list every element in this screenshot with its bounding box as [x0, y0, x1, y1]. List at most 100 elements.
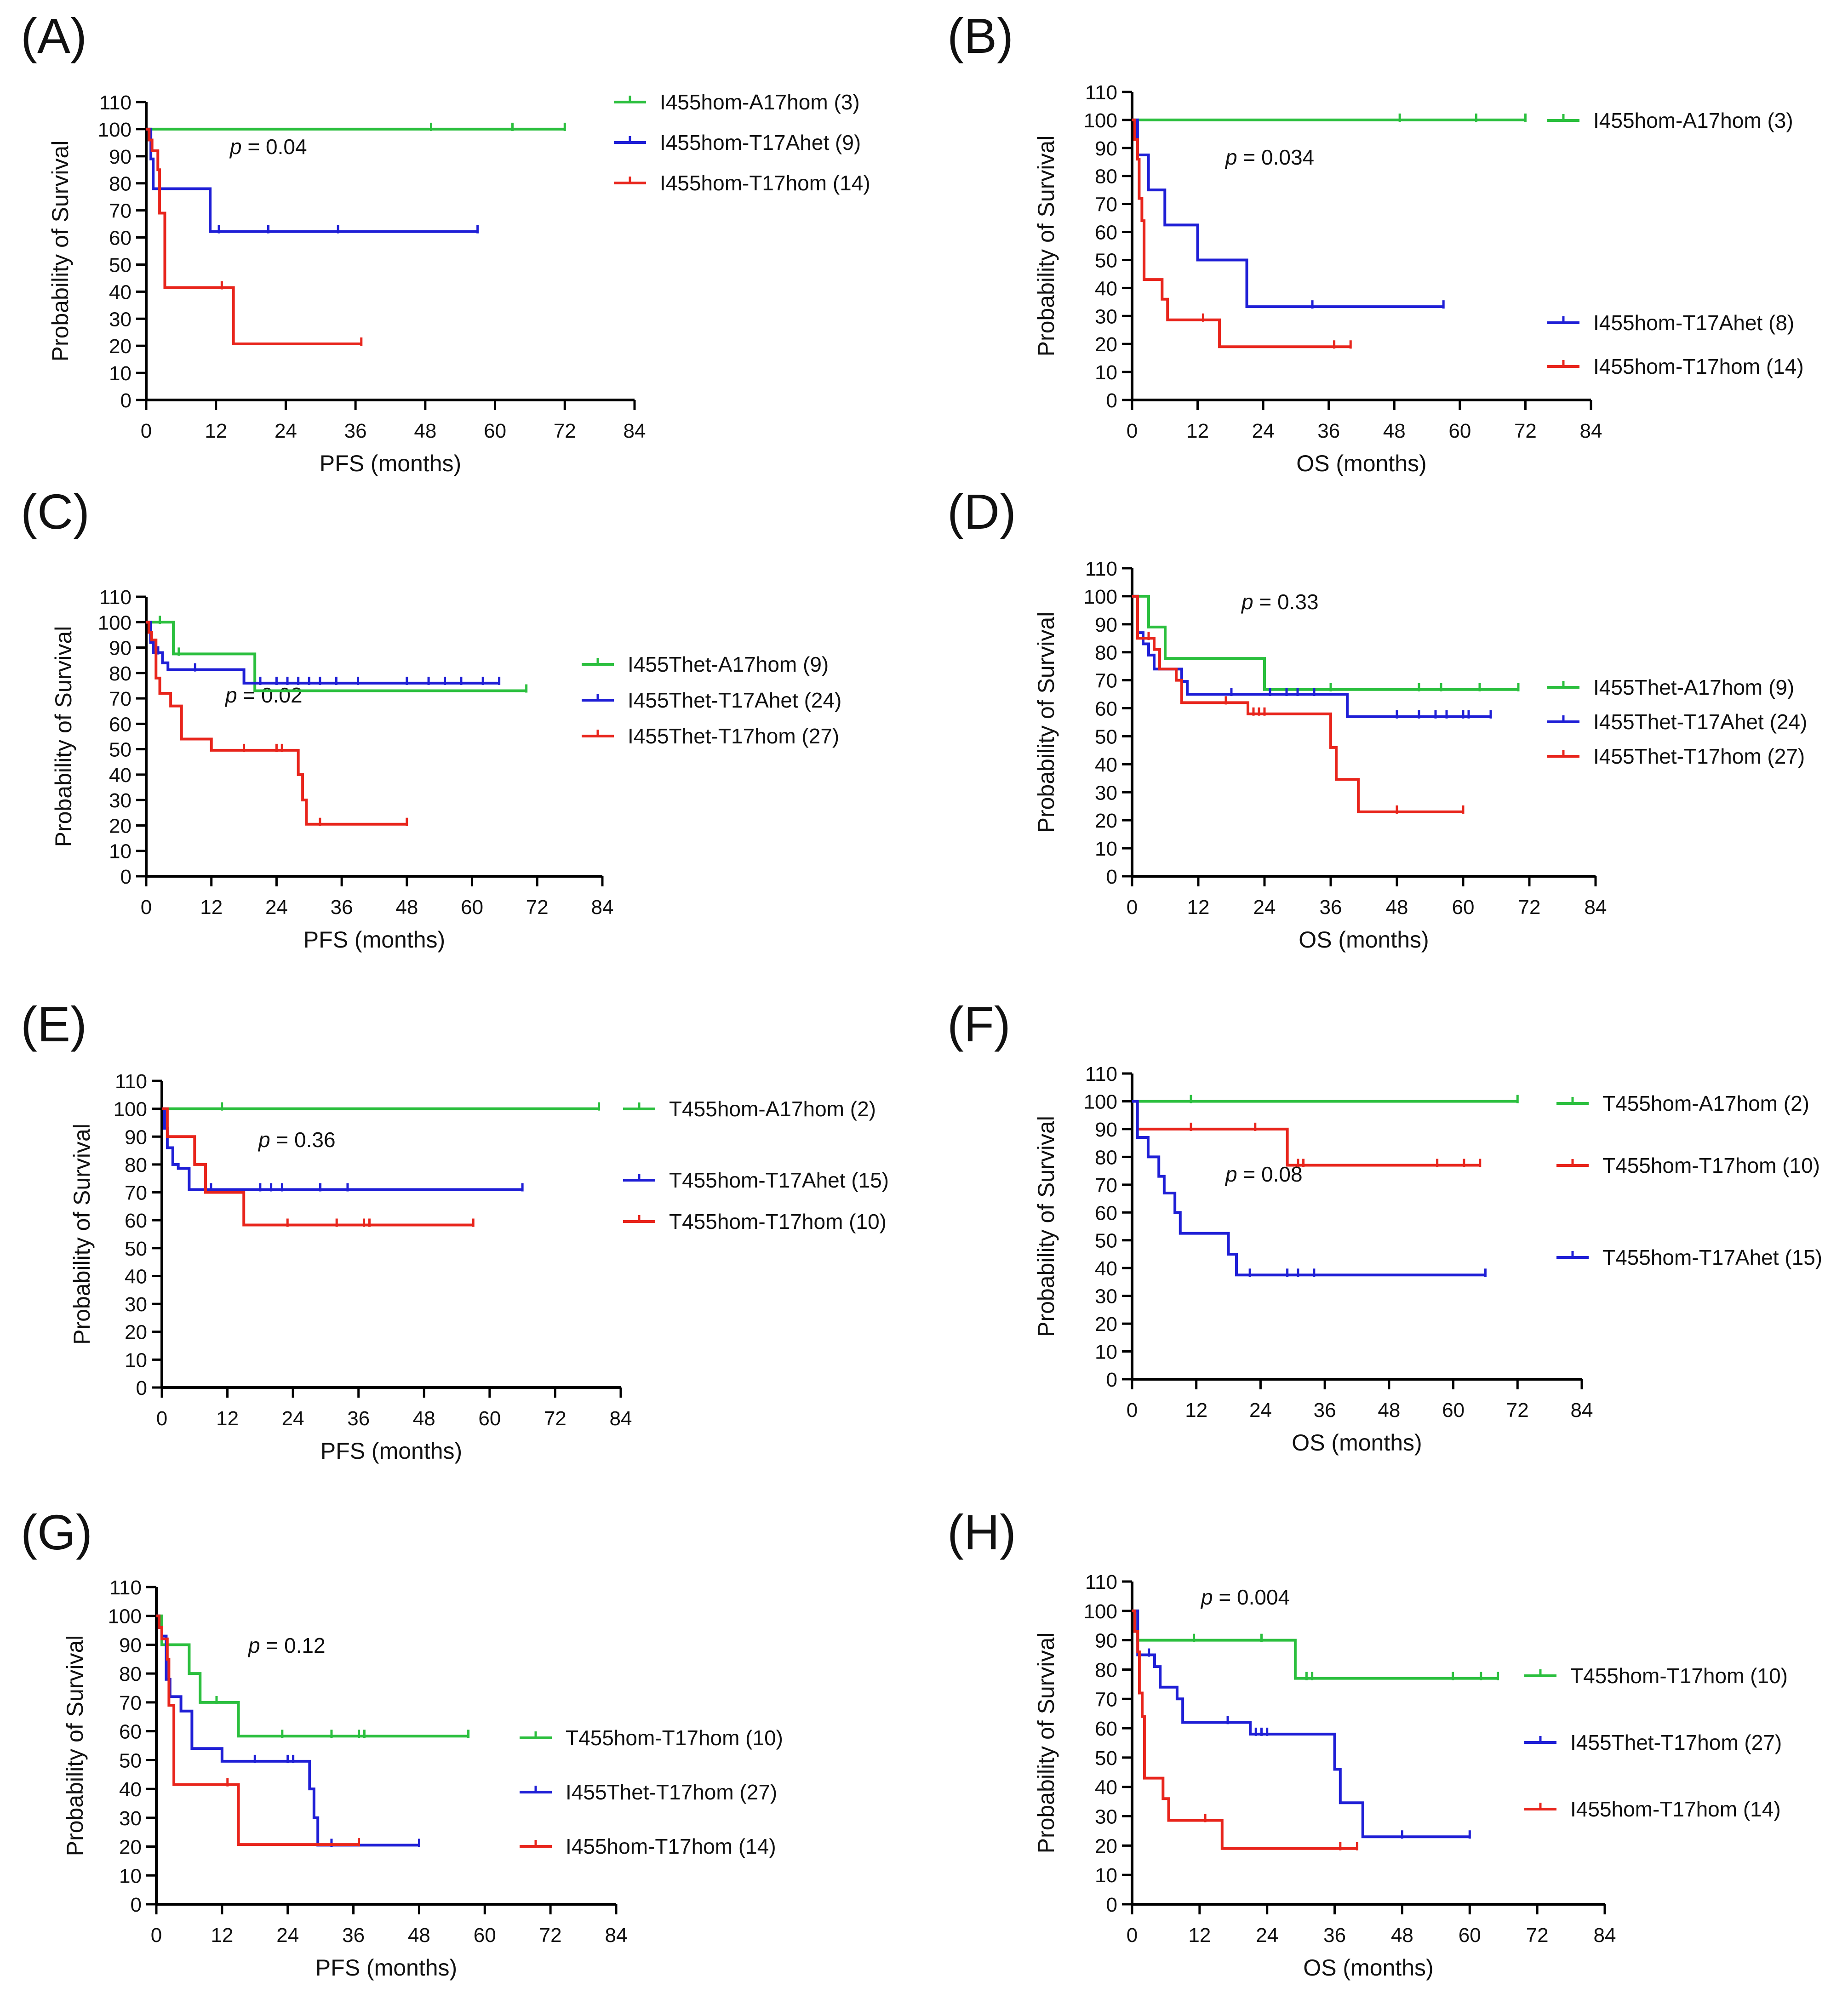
x-axis-label: OS (months) [1303, 1955, 1433, 1981]
y-tick-label: 70 [1095, 1174, 1117, 1197]
survival-curve [1132, 1609, 1357, 1850]
y-tick-label: 60 [109, 713, 132, 736]
y-tick-label: 50 [109, 739, 132, 761]
y-axis-label: Probability of Survival [1033, 136, 1059, 357]
x-tick-label: 48 [1391, 1924, 1413, 1947]
x-tick-label: 24 [282, 1407, 304, 1430]
survival-curve [162, 1107, 523, 1191]
x-tick-label: 72 [544, 1407, 566, 1430]
survival-curve [1132, 594, 1491, 718]
legend-label: T455hom-T17Ahet (15) [669, 1168, 889, 1192]
y-tick-label: 80 [1095, 1146, 1117, 1169]
x-tick-label: 36 [1320, 896, 1342, 919]
x-tick-label: 60 [461, 896, 483, 919]
y-tick-label: 60 [109, 227, 132, 250]
y-tick-label: 10 [1095, 1341, 1117, 1364]
x-tick-label: 12 [205, 420, 227, 442]
y-tick-label: 0 [1106, 1894, 1117, 1916]
x-tick-label: 48 [395, 896, 418, 919]
x-tick-label: 24 [1253, 896, 1276, 919]
y-tick-label: 60 [1095, 222, 1117, 244]
legend-label: T455hom-T17Ahet (15) [1602, 1245, 1822, 1269]
legend-label: I455Thet-A17hom (9) [628, 652, 829, 676]
x-axis-label: OS (months) [1292, 1430, 1422, 1456]
y-tick-label: 70 [1095, 1688, 1117, 1711]
p-value-annotation: p = 0.02 [224, 683, 303, 707]
y-tick-label: 60 [125, 1210, 147, 1232]
y-axis-label: Probability of Survival [1033, 1116, 1059, 1337]
x-tick-label: 60 [1452, 896, 1475, 919]
x-tick-label: 72 [539, 1924, 562, 1947]
x-tick-label: 72 [1514, 420, 1537, 442]
x-tick-label: 24 [265, 896, 288, 919]
x-tick-label: 48 [1383, 420, 1406, 442]
x-tick-label: 72 [526, 896, 549, 919]
legend-label: I455hom-T17hom (14) [1570, 1797, 1781, 1821]
x-axis-label: PFS (months) [303, 927, 445, 953]
p-value: = 0.33 [1253, 590, 1319, 614]
panel-a: (A) 0 10 20 30 40 50 60 70 80 90 100 110 0 12 24 36 48 60 7… [21, 8, 870, 476]
x-tick-label: 36 [331, 896, 353, 919]
x-tick-label: 60 [1442, 1399, 1465, 1422]
x-axis-label: PFS (months) [315, 1955, 457, 1981]
y-tick-label: 80 [109, 173, 132, 195]
x-axis-label: OS (months) [1299, 927, 1429, 953]
x-tick-label: 84 [610, 1407, 632, 1430]
y-tick-label: 50 [1095, 725, 1117, 748]
y-tick-label: 70 [109, 200, 132, 223]
y-tick-label: 100 [1084, 586, 1117, 608]
y-tick-label: 20 [1095, 1835, 1117, 1857]
legend-label: I455Thet-T17hom (27) [566, 1780, 777, 1804]
legend-label: T455hom-A17hom (2) [1602, 1091, 1809, 1115]
x-tick-label: 24 [1252, 420, 1275, 442]
legend-label: I455Thet-A17hom (9) [1593, 675, 1794, 699]
x-tick-label: 84 [605, 1924, 628, 1947]
p-value-annotation: p = 0.33 [1241, 590, 1319, 614]
x-tick-label: 48 [413, 1407, 435, 1430]
y-tick-label: 100 [114, 1098, 147, 1121]
x-tick-label: 36 [342, 1924, 365, 1947]
x-tick-label: 36 [347, 1407, 370, 1430]
y-tick-label: 70 [125, 1182, 147, 1205]
x-axis-label: OS (months) [1296, 451, 1426, 476]
y-tick-label: 70 [119, 1692, 142, 1714]
y-tick-label: 30 [109, 308, 132, 331]
panel-b: (B) 0 10 20 30 40 50 60 70 80 90 100 110 0 12 24 36 48 60 7… [947, 8, 1804, 476]
x-tick-label: 48 [414, 420, 436, 442]
x-tick-label: 36 [1317, 420, 1340, 442]
x-tick-label: 48 [1386, 896, 1408, 919]
y-tick-label: 100 [1084, 109, 1117, 132]
x-tick-label: 84 [1594, 1924, 1616, 1947]
legend-label: T455hom-T17hom (10) [669, 1210, 887, 1233]
x-tick-label: 0 [1127, 896, 1138, 919]
y-tick-label: 90 [109, 637, 132, 660]
p-value: = 0.12 [260, 1633, 326, 1657]
y-tick-label: 10 [125, 1349, 147, 1371]
y-tick-label: 80 [1095, 1659, 1117, 1681]
panel-label: (C) [21, 484, 90, 539]
y-tick-label: 40 [1095, 1776, 1117, 1799]
legend-label: T455hom-T17hom (10) [1570, 1664, 1788, 1688]
y-axis-label: Probability of Survival [1033, 612, 1059, 833]
p-value-annotation: p = 0.04 [229, 135, 307, 159]
y-tick-label: 20 [1095, 333, 1117, 356]
x-tick-label: 84 [1571, 1399, 1593, 1422]
y-tick-label: 100 [1084, 1091, 1117, 1113]
p-symbol: p [1224, 145, 1237, 169]
x-tick-label: 72 [1506, 1399, 1529, 1422]
x-tick-label: 60 [478, 1407, 501, 1430]
x-tick-label: 72 [1526, 1924, 1549, 1947]
y-axis-label: Probability of Survival [69, 1124, 95, 1345]
y-tick-label: 20 [109, 335, 132, 358]
x-tick-label: 12 [200, 896, 223, 919]
y-tick-label: 40 [109, 281, 132, 303]
survival-curve [1132, 1609, 1470, 1839]
x-axis-label: PFS (months) [320, 451, 461, 476]
survival-curve [146, 621, 526, 692]
y-tick-label: 40 [125, 1265, 147, 1288]
x-tick-label: 60 [484, 420, 506, 442]
legend-label: T455hom-T17hom (10) [1602, 1154, 1820, 1177]
survival-curve [146, 127, 478, 233]
y-tick-label: 90 [119, 1634, 142, 1656]
